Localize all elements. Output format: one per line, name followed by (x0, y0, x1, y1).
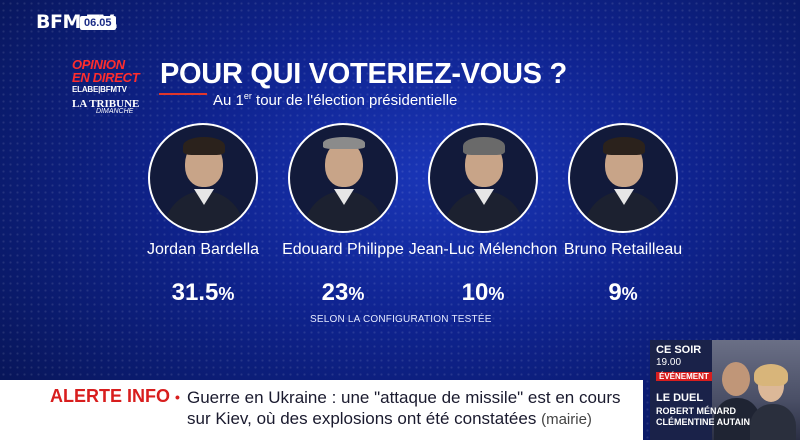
news-ticker: ALERTE INFO • Guerre en Ukraine : une "a… (0, 380, 643, 440)
candidate-percentage: 9% (608, 279, 638, 306)
opinion-en-direct-block: OPINION EN DIRECT ELABE|BFMTV LA TRIBUNE… (72, 58, 150, 115)
la-tribune-logo: LA TRIBUNE (72, 98, 140, 110)
promo-guest-1: ROBERT MÉNARD (656, 406, 736, 416)
program-promo: CE SOIR 19.00 ÉVÉNEMENT LE DUEL ROBERT M… (650, 340, 800, 440)
promo-time: 19.00 (656, 357, 682, 368)
ticker-headline: Guerre en Ukraine : une "attaque de miss… (187, 388, 621, 428)
promo-event-badge: ÉVÉNEMENT (656, 372, 712, 381)
en-direct-label: EN DIRECT (72, 70, 140, 85)
opinion-label: OPINION (72, 57, 125, 72)
candidate-photo (148, 123, 258, 233)
clock-badge: 06.05 (80, 16, 116, 30)
candidate-photo (428, 123, 538, 233)
title-underline (159, 93, 207, 95)
promo-ce-soir: CE SOIR (656, 344, 702, 356)
candidate-percentage: 31.5% (171, 279, 235, 306)
poll-subtitle: Au 1er tour de l'élection présidentielle (213, 91, 458, 109)
candidate-name: Jordan Bardella (146, 241, 260, 258)
dimanche-label: DIMANCHE (96, 108, 134, 115)
candidate-card: Jean-Luc Mélenchon 10% (408, 123, 558, 307)
candidate-card: Edouard Philippe 23% (268, 123, 418, 307)
candidate-card: Bruno Retailleau 9% (548, 123, 698, 307)
candidate-name: Bruno Retailleau (563, 241, 683, 258)
promo-guest-2: CLÉMENTINE AUTAIN (656, 417, 750, 427)
candidate-percentage: 23% (321, 279, 365, 306)
candidate-photo (568, 123, 678, 233)
ticker-source: (mairie) (541, 411, 592, 428)
elabe-bfmtv-label: ELABE|BFMTV (72, 85, 127, 94)
candidate-name: Edouard Philippe (282, 241, 404, 258)
alert-info-label: ALERTE INFO • (50, 386, 180, 406)
promo-show-name: LE DUEL (656, 392, 704, 404)
candidate-percentage: 10% (461, 279, 505, 306)
candidate-name: Jean-Luc Mélenchon (408, 241, 558, 258)
candidate-card: Jordan Bardella 31.5% (128, 123, 278, 307)
candidate-photo (288, 123, 398, 233)
bullet-icon: • (175, 389, 180, 405)
configuration-note: SELON LA CONFIGURATION TESTÉE (310, 314, 492, 325)
poll-title: POUR QUI VOTERIEZ-VOUS ? (160, 58, 567, 90)
